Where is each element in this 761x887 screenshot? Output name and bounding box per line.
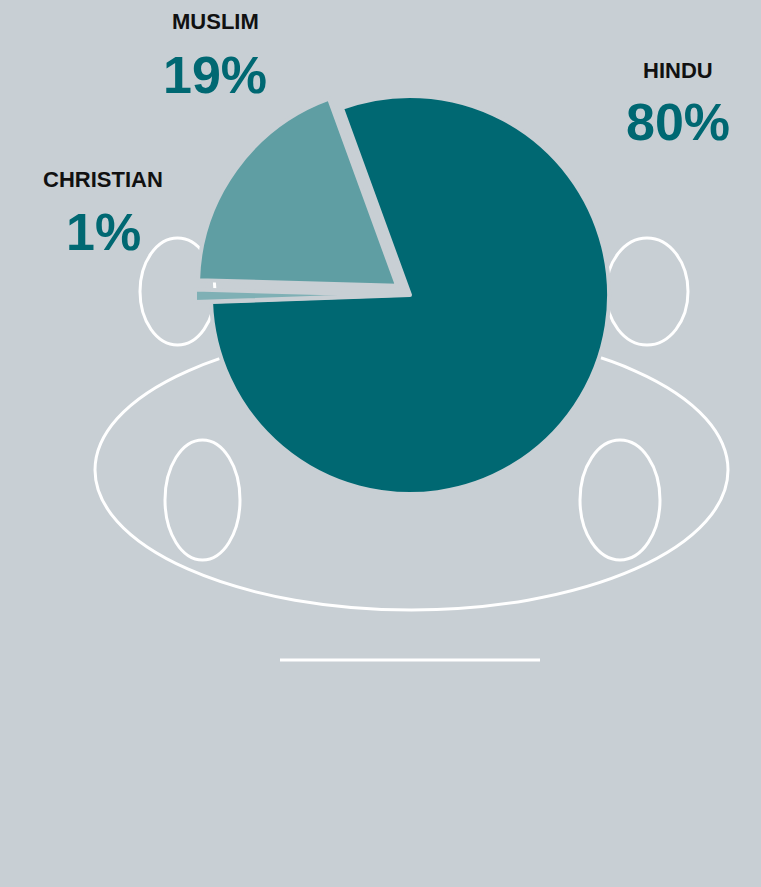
svg-text:1%: 1% [66,203,141,261]
svg-text:80%: 80% [626,93,730,151]
svg-text:CHRISTIAN: CHRISTIAN [43,167,163,192]
svg-text:HINDU: HINDU [643,58,713,83]
svg-text:MUSLIM: MUSLIM [172,9,259,34]
svg-text:19%: 19% [163,46,267,104]
